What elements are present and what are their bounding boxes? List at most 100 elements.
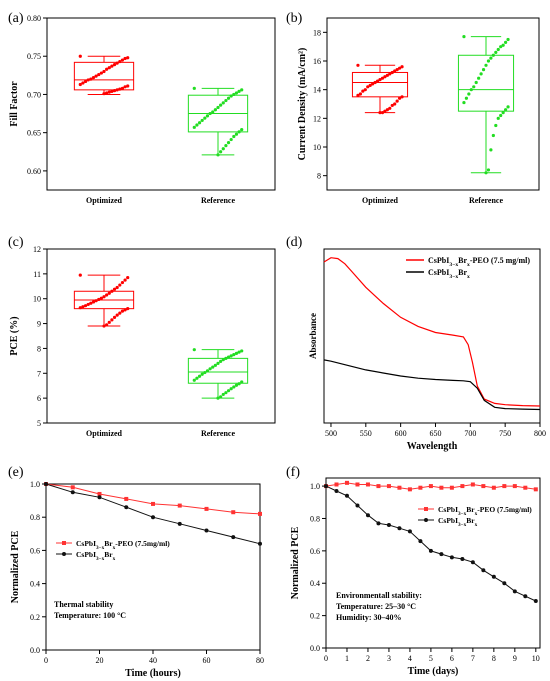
panel-e-marker-control <box>258 541 262 546</box>
panel-b-ytick-label: 12 <box>313 114 321 123</box>
panel-f-marker-control <box>533 599 538 604</box>
panel-c-data-point <box>221 392 225 397</box>
panel-b-box-optimized <box>351 63 409 115</box>
panel-b-data-point <box>499 113 503 118</box>
panel-b-ytick-label: 8 <box>317 172 321 181</box>
panel-b-ytick-label: 18 <box>313 28 321 37</box>
panel-b-data-point <box>489 148 493 152</box>
panel-b-data-point <box>385 73 389 77</box>
panel-a-data-point <box>219 103 223 107</box>
panel-f-marker-control <box>344 493 349 498</box>
panel-e-letter: (e) <box>8 465 24 480</box>
panel-c-data-point <box>219 395 223 399</box>
panel-a-data-point <box>102 92 106 96</box>
panel-a-category-label: Reference <box>201 196 236 205</box>
panel-c-data-point <box>205 369 210 373</box>
panel-e-annotation-line: Thermal stability <box>54 600 113 609</box>
panel-f-xtick-label: 7 <box>471 654 475 663</box>
panel-c-data-point <box>120 280 125 285</box>
panel-a-data-point <box>105 91 109 95</box>
panel-f-marker-peo <box>439 485 444 490</box>
panel-c-data-point <box>229 354 233 358</box>
panel-e-xtick-label: 60 <box>203 656 211 665</box>
panel-e-legend-label: CsPbI3−xBrx-PEO (7.5mg/ml) <box>76 539 170 551</box>
panel-c-ytick-label: 9 <box>37 320 41 329</box>
panel-b-data-point <box>499 45 503 49</box>
panel-e-marker-peo <box>177 503 182 508</box>
panel-b-data-point <box>486 168 491 172</box>
panel-b-data-point <box>373 80 377 85</box>
panel-a-data-point <box>81 81 85 85</box>
panel-f-xlabel: Time (days) <box>408 666 459 677</box>
panel-e-plot-frame <box>45 483 261 651</box>
panel-d-xtick-label: 750 <box>499 429 511 438</box>
panel-d-xtick-label: 500 <box>325 429 337 438</box>
panel-b-data-point <box>400 65 404 69</box>
panel-d-ylabel: Absorbance <box>308 313 318 359</box>
panel-f-marker-control <box>449 555 454 560</box>
panel-a-data-point <box>112 63 117 67</box>
panel-a-plot-frame <box>46 17 276 191</box>
panel-b-ytick-label: 16 <box>313 57 321 66</box>
panel-f-marker-control <box>407 529 412 534</box>
panel-e-ytick-label: 1.0 <box>30 480 40 489</box>
panel-f-marker-control <box>523 594 528 599</box>
panel-b-data-point <box>464 96 469 100</box>
panel-f-xtick-label: 9 <box>513 654 517 663</box>
panel-b-data-point <box>393 69 397 73</box>
panel-c-data-point <box>86 302 90 307</box>
panel-b-ylabel: Current Density (mA/cm²) <box>297 48 308 161</box>
panel-a-data-point <box>91 76 96 80</box>
panel-b-data-point <box>363 88 367 92</box>
panel-a-data-point <box>112 89 117 93</box>
panel-b-data-point <box>356 63 360 67</box>
panel-b-plot-frame <box>326 17 540 191</box>
panel-f-marker-control <box>460 556 465 561</box>
panel-f-marker-control <box>512 589 517 594</box>
panel-e-xtick-label: 0 <box>44 656 48 665</box>
panel-a-data-point <box>226 141 231 145</box>
panel-d-xlabel: Wavelength <box>407 441 458 452</box>
panel-d-xtick-label: 600 <box>395 429 407 438</box>
panel-b-data-point <box>496 47 500 52</box>
panel-e-ytick-label: 0.0 <box>30 646 40 655</box>
panel-a-box-optimized <box>73 54 135 96</box>
panel-b-data-point <box>479 72 483 76</box>
panel-a-data-point <box>97 72 101 77</box>
panel-b-data-point <box>472 85 476 89</box>
panel-d-xtick-label: 550 <box>360 429 372 438</box>
panel-c-letter: (c) <box>8 235 24 250</box>
panel-e-marker-control <box>97 495 102 500</box>
panel-c-data-point <box>226 355 231 359</box>
panel-b-data-point <box>390 70 394 75</box>
panel-b-data-point <box>385 108 389 112</box>
panel-c-data-point <box>118 311 122 315</box>
panel-e-marker-control <box>204 528 209 533</box>
panel-d-xtick-label: 650 <box>429 429 441 438</box>
panel-e-marker-peo <box>151 501 155 506</box>
panel-a-data-point <box>192 125 196 129</box>
panel-c-ytick-label: 12 <box>33 245 41 254</box>
panel-e-marker-control <box>177 521 182 526</box>
panel-a-category-label: Optimized <box>86 196 123 205</box>
panel-c-data-point <box>91 300 96 304</box>
panel-a-ytick-label: 0.80 <box>27 14 41 23</box>
panel-f-legend-marker <box>424 507 428 511</box>
panel-b-data-point <box>388 106 392 110</box>
panel-c-plot-frame <box>46 248 276 424</box>
panel-c-data-point <box>224 356 228 360</box>
panel-a-data-point <box>221 101 225 105</box>
panel-f-marker-peo <box>512 484 517 489</box>
panel-c-data-point <box>208 367 212 371</box>
panel-e-marker-control <box>44 482 48 486</box>
panel-b-ytick-label: 14 <box>313 86 321 95</box>
panel-f-marker-control <box>439 552 444 557</box>
panel-b-data-point <box>501 43 505 47</box>
panel-a-data-point <box>232 134 236 139</box>
panel-e-marker-peo <box>204 506 209 511</box>
panel-a-data-point <box>120 58 125 62</box>
panel-e-ytick-label: 0.8 <box>30 513 40 522</box>
panel-b-data-point <box>388 72 392 76</box>
panel-f-xtick-label: 1 <box>345 654 349 663</box>
panel-e-ytick-label: 0.6 <box>30 546 40 555</box>
